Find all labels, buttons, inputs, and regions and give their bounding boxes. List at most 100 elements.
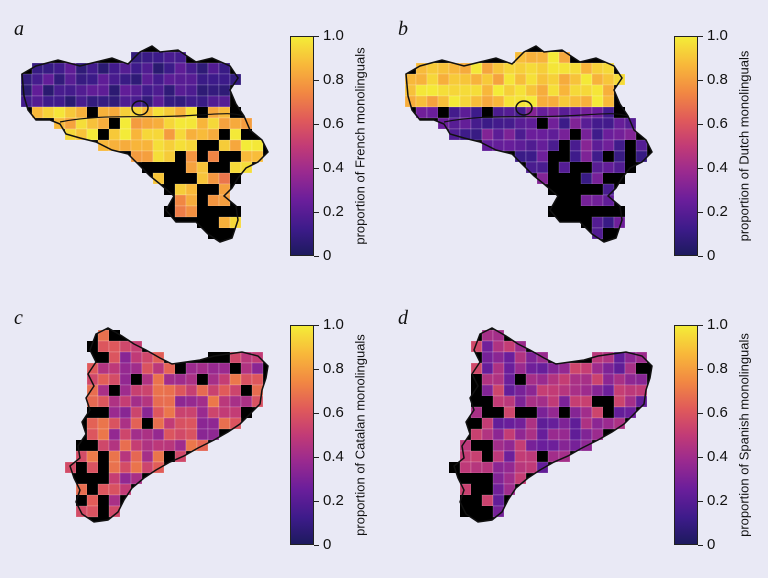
grid-cell [470,106,483,119]
grid-cell [492,362,505,375]
grid-cell [185,183,198,196]
grid-cell [437,62,450,75]
grid-cell [580,62,593,75]
grid-cell [536,428,549,441]
grid-cell [482,473,493,484]
grid-cell [492,428,505,441]
grid-cell [196,73,209,86]
grid-cell [448,73,461,86]
grid-cell [492,505,505,518]
grid-cell [415,95,428,108]
grid-cell [218,117,231,130]
grid-cell [558,439,571,452]
grid-cell [503,351,516,364]
grid-cell [119,483,132,496]
grid-cell [174,439,187,452]
grid-cell [75,95,88,108]
grid-cell [86,128,99,141]
grid-cell [97,395,110,408]
grid-cell [548,173,559,184]
grid-cell [635,373,648,386]
grid-cell [164,206,175,217]
grid-cell [230,107,241,118]
grid-cell [108,84,121,97]
grid-cell [108,461,121,474]
grid-cell [142,162,153,173]
grid-cell [197,151,208,162]
grid-cell [547,428,560,441]
grid-cell [218,172,231,185]
grid-cell [547,139,560,152]
grid-cell [558,384,571,397]
grid-cell [580,95,593,108]
grid-cell [141,73,154,86]
tick-mark [314,413,319,414]
grid-cell [218,95,231,108]
grid-cell [514,428,527,441]
grid-cell [559,184,570,195]
grid-cell [240,395,253,408]
grid-cell [613,373,626,386]
grid-cell [108,439,121,452]
grid-cell [426,95,439,108]
grid-cell [174,139,187,152]
tick-mark [698,545,703,546]
grid-cell [218,417,231,430]
grid-cell [570,206,581,217]
grid-cell [614,206,625,217]
grid-cell [558,117,571,130]
grid-cell [97,362,110,375]
grid-cell [492,395,505,408]
grid-cell [42,73,55,86]
grid-cell [569,362,582,375]
grid-cell [207,106,220,119]
grid-cell [108,351,121,364]
grid-cell [536,95,549,108]
grid-cell [569,417,582,430]
grid-cell [164,184,175,195]
grid-cell [119,340,132,353]
grid-cell [164,451,175,462]
grid-cell [163,51,176,64]
grid-cell [185,395,198,408]
grid-cell [219,129,230,140]
grid-cell [218,106,231,119]
grid-cell [152,84,165,97]
grid-cell [208,140,219,151]
grid-cell [141,51,154,64]
grid-cell [53,73,66,86]
grid-cell [64,84,77,97]
grid-cell [97,340,110,353]
grid-cell [219,206,230,217]
grid-cell [536,161,549,174]
grid-cell [426,62,439,75]
grid-cell [438,107,449,118]
grid-cell [580,417,593,430]
grid-cell [119,428,132,441]
region-outline [21,45,269,243]
grid-cell [109,385,120,396]
grid-cell [185,84,198,97]
colorbar [290,36,314,256]
grid-cell [119,406,132,419]
grid-cell [581,217,592,228]
grid-cell [163,62,176,75]
grid-cell [207,417,220,430]
tick-mark [698,256,703,257]
grid-cell [207,384,220,397]
grid-cell [602,373,615,386]
grid-cell [197,374,208,385]
grid-cell [109,118,120,129]
grid-cell [481,62,494,75]
grid-cell [185,406,198,419]
tick-mark [314,212,319,213]
grid-cell [415,84,428,97]
grid-cell [537,118,548,129]
grid-cell [482,407,493,418]
grid-cell [130,472,143,485]
grid-cell [141,373,154,386]
grid-cell [130,395,143,408]
tick-label: 0.6 [323,115,344,132]
grid-cell [426,84,439,97]
grid-cell [591,150,604,163]
